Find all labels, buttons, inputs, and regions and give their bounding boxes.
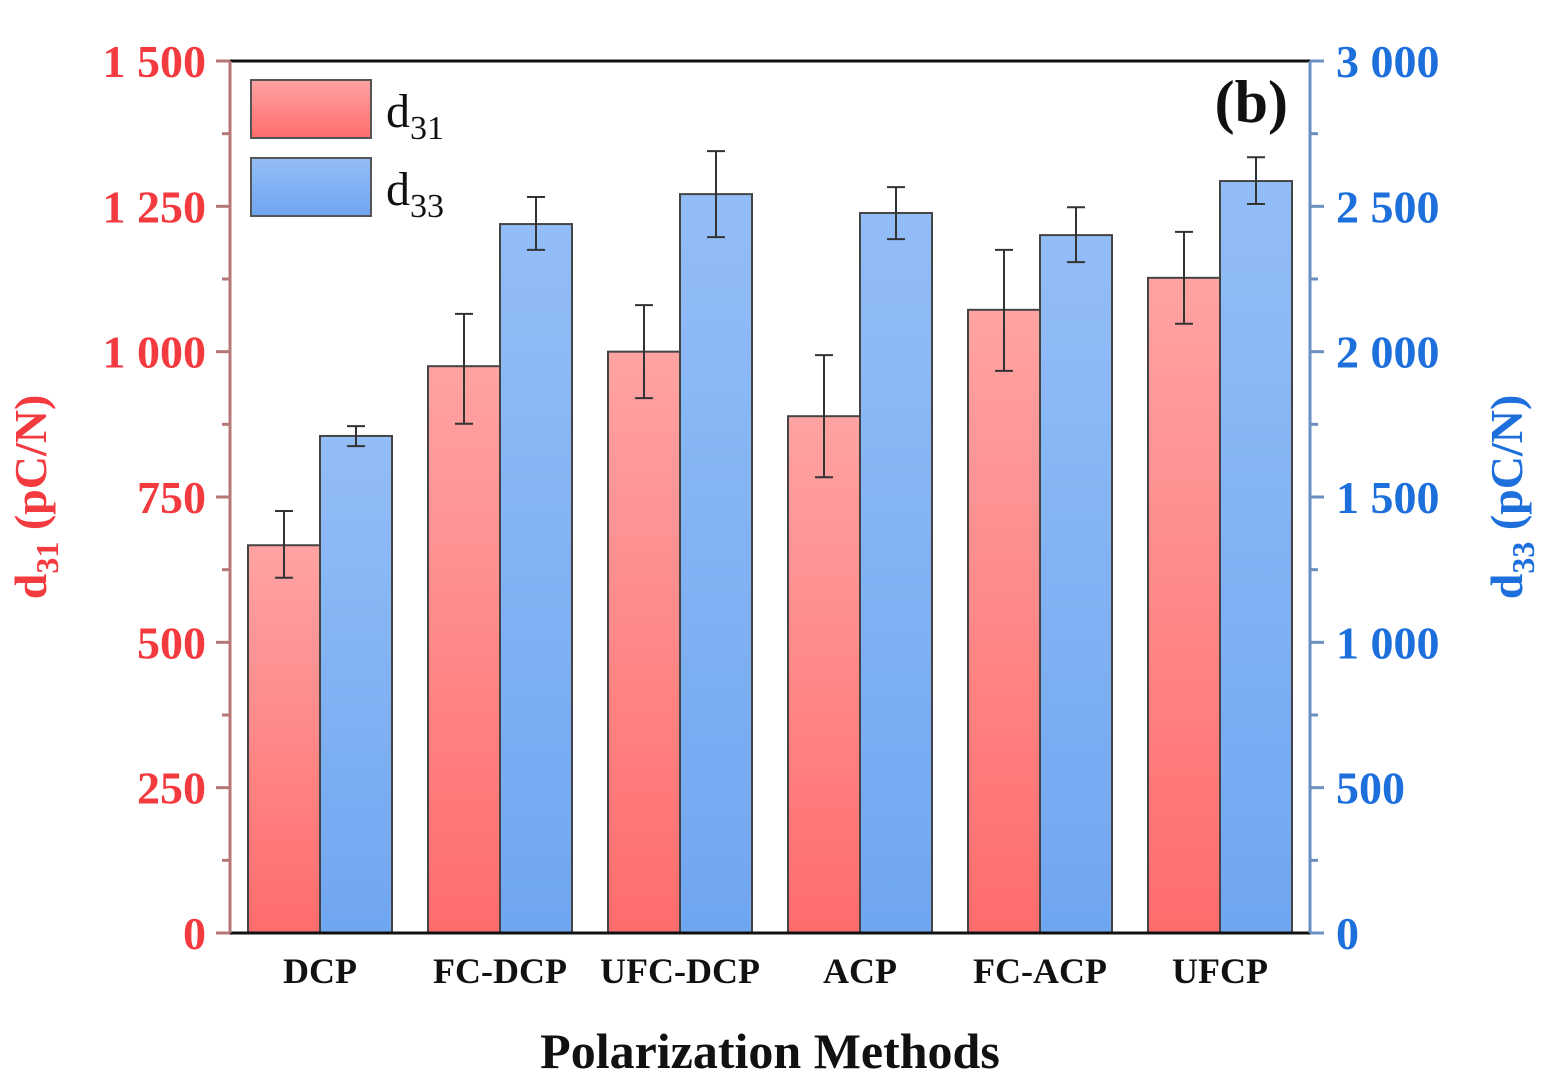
error-bar-d33-fc-dcp	[527, 196, 545, 251]
x-tick-label: FC-ACP	[973, 951, 1107, 991]
left-tick-label: 1 500	[103, 36, 207, 87]
x-tick-label: ACP	[823, 951, 897, 991]
left-tick-label: 750	[137, 472, 206, 523]
x-tick-label: UFCP	[1172, 951, 1268, 991]
error-bar-d33-ufcp	[1247, 156, 1265, 206]
left-tick-label: 0	[183, 908, 206, 959]
bar-d31-ufcp	[1147, 276, 1221, 934]
left-tick-label: 250	[137, 763, 206, 814]
right-tick-label: 1 000	[1336, 617, 1440, 668]
right-tick-label: 2 000	[1336, 327, 1440, 378]
left-axis-ticks: 0 250 500 750 1 000 1 250 1 500	[103, 36, 230, 959]
bar-d33-fc-acp	[1039, 234, 1113, 935]
x-tick-label: UFC-DCP	[600, 951, 760, 991]
legend: d31 d33	[250, 79, 444, 225]
bar-d31-dcp	[247, 544, 321, 934]
x-axis-title: Polarization Methods	[540, 1023, 1000, 1079]
error-bar-d31-dcp	[275, 509, 293, 579]
left-tick-label: 500	[137, 617, 206, 668]
legend-label-d31: d31	[386, 85, 444, 147]
error-bar-d31-fc-dcp	[455, 312, 473, 425]
error-bar-d31-ufc-dcp	[635, 304, 653, 400]
bar-d31-fc-acp	[967, 308, 1041, 934]
error-bar-d33-fc-acp	[1067, 206, 1085, 264]
right-tick-label: 1 500	[1336, 472, 1440, 523]
error-bar-d31-ufcp	[1175, 230, 1193, 325]
bar-d31-acp	[787, 415, 861, 935]
right-tick-label: 2 500	[1336, 181, 1440, 232]
right-tick-label: 3 000	[1336, 36, 1440, 87]
error-bar-d33-acp	[887, 186, 905, 241]
x-tick-label: FC-DCP	[433, 951, 567, 991]
bar-d33-dcp	[319, 434, 393, 934]
bar-d33-fc-dcp	[499, 223, 573, 934]
right-tick-label: 500	[1336, 763, 1405, 814]
x-tick-label: DCP	[283, 951, 357, 991]
bar-d31-ufc-dcp	[607, 350, 681, 934]
right-tick-label: 0	[1336, 908, 1359, 959]
left-tick-label: 1 000	[103, 327, 207, 378]
panel-label: (b)	[1215, 69, 1288, 135]
x-axis-tick-labels: DCP FC-DCP UFC-DCP ACP FC-ACP UFCP	[283, 951, 1268, 991]
error-bar-d31-fc-acp	[995, 248, 1013, 372]
bar-d33-acp	[859, 212, 933, 934]
error-bar-d33-ufc-dcp	[707, 150, 725, 239]
error-bar-d33-dcp	[347, 425, 365, 448]
right-axis-title: d33 (pC/N)	[1481, 395, 1541, 600]
legend-swatch-d33	[250, 157, 372, 217]
error-bars-layer	[275, 150, 1265, 579]
bar-d33-ufcp	[1219, 180, 1293, 934]
legend-label-d33: d33	[386, 163, 444, 225]
left-tick-label: 1 250	[103, 181, 207, 232]
bars-layer	[247, 180, 1293, 935]
right-axis-ticks: 0 500 1 000 1 500 2 000 2 500 3 000	[1310, 36, 1440, 959]
bar-d31-fc-dcp	[427, 365, 501, 934]
bar-d33-ufc-dcp	[679, 193, 753, 935]
left-axis-title: d31 (pC/N)	[5, 395, 65, 600]
error-bar-d31-acp	[815, 354, 833, 479]
legend-swatch-d31	[250, 79, 372, 139]
